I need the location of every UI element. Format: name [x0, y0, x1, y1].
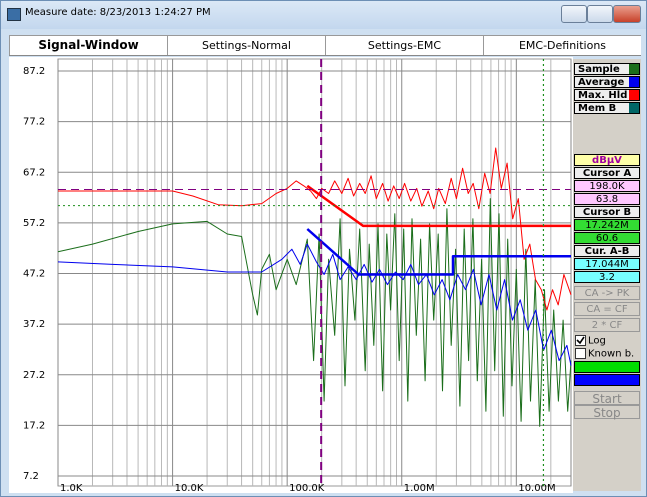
- side-panel: Sample Average Max. Hld Mem B dBµV Curso…: [573, 59, 641, 491]
- series-line: [57, 198, 572, 427]
- tab[interactable]: Signal-Window: [9, 35, 167, 55]
- x-tick-label: 1.0K: [60, 483, 83, 493]
- cursor-b-level: 60.6: [574, 232, 640, 244]
- legend-label: Mem B: [578, 103, 617, 114]
- button[interactable]: CA -> PK: [574, 286, 640, 300]
- button[interactable]: CA = CF: [574, 302, 640, 316]
- x-tick-label: 10.00M: [518, 483, 555, 493]
- title-bar: Measure date: 8/23/2013 1:24:27 PM: [1, 1, 646, 29]
- difference-frequency: 17.044M: [574, 258, 640, 270]
- y-tick-label: 37.2: [23, 319, 45, 330]
- chart: 1.0K10.0K100.0K1.00M10.00M30.00M7.217.22…: [9, 57, 573, 493]
- x-tick-label: 10.0K: [175, 483, 204, 493]
- cursor-b-frequency: 17.242M: [574, 219, 640, 231]
- check-mark: [576, 336, 585, 345]
- limit-line: [306, 184, 571, 228]
- stop-button[interactable]: Stop: [574, 405, 640, 420]
- app-icon: [7, 8, 21, 21]
- legend-label: Max. Hld: [578, 90, 628, 101]
- difference-title: Cur. A-B: [574, 245, 640, 257]
- legend-swatch: [629, 77, 639, 87]
- button[interactable]: 2 * CF: [574, 318, 640, 332]
- minimize-button[interactable]: [561, 5, 587, 23]
- color-bar: [574, 361, 640, 373]
- checkbox-label: Log: [588, 335, 606, 347]
- y-tick-label: 87.2: [23, 66, 45, 77]
- legend-swatch: [629, 64, 639, 74]
- cursor-b-title: Cursor B: [574, 206, 640, 218]
- close-button[interactable]: [613, 5, 641, 23]
- cursor-a-frequency: 198.0K: [574, 180, 640, 192]
- limit-line: [306, 228, 571, 276]
- y-tick-label: 67.2: [23, 167, 45, 178]
- y-tick-label: 57.2: [23, 218, 45, 229]
- x-tick-label: 100.0K: [289, 483, 325, 493]
- plot-frame: [57, 58, 572, 487]
- x-tick-label: 1.00M: [404, 483, 435, 493]
- y-tick-label: 7.2: [23, 471, 39, 482]
- start-button[interactable]: Start: [574, 391, 640, 406]
- tab[interactable]: Settings-Normal: [167, 35, 325, 55]
- y-tick-label: 47.2: [23, 269, 45, 280]
- color-bar: [574, 374, 640, 386]
- checkbox-box[interactable]: [575, 348, 586, 359]
- legend-entry: Average: [574, 76, 640, 88]
- series-line: [57, 243, 572, 366]
- difference-level: 3.2: [574, 271, 640, 283]
- legend-label: Average: [578, 77, 625, 88]
- checkbox[interactable]: Log: [575, 335, 606, 347]
- legend-entry: Sample: [574, 63, 640, 75]
- tab-bar: Signal-Window Settings-Normal Settings-EMC…: [9, 35, 641, 56]
- cursor-a-title: Cursor A: [574, 167, 640, 179]
- legend-entry: Mem B: [574, 102, 640, 114]
- maximize-button[interactable]: [587, 5, 613, 23]
- window-title: Measure date: 8/23/2013 1:24:27 PM: [25, 7, 211, 18]
- cursor-a-level: 63.8: [574, 193, 640, 205]
- tab[interactable]: EMC-Definitions: [483, 35, 641, 55]
- checkbox[interactable]: Known b.: [575, 348, 634, 360]
- y-tick-label: 77.2: [23, 117, 45, 128]
- checkbox-label: Known b.: [588, 348, 635, 360]
- unit-label: dBµV: [574, 154, 640, 166]
- y-tick-label: 17.2: [23, 420, 45, 431]
- legend-swatch: [629, 90, 639, 100]
- legend-label: Sample: [578, 64, 620, 75]
- tab[interactable]: Settings-EMC: [325, 35, 483, 55]
- legend-entry: Max. Hld: [574, 89, 640, 101]
- y-tick-label: 27.2: [23, 370, 45, 381]
- checkbox-box[interactable]: [575, 335, 586, 346]
- series-line: [58, 147, 572, 311]
- legend-swatch: [629, 103, 639, 113]
